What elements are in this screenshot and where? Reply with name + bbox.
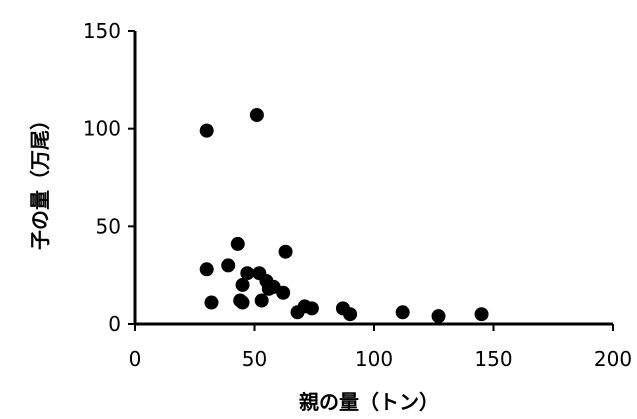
x-tick-label: 100 (355, 347, 393, 371)
data-point (304, 301, 319, 316)
y-tick-label: 0 (108, 312, 121, 336)
x-tick-label: 0 (129, 347, 142, 371)
x-tick-label: 200 (594, 347, 632, 371)
data-point (221, 258, 236, 273)
y-axis-title: 子の量（万尾） (28, 110, 52, 250)
y-tick-label: 50 (96, 214, 121, 238)
data-point (235, 277, 250, 292)
x-tick-label: 150 (474, 347, 512, 371)
x-tick-label: 50 (242, 347, 267, 371)
data-point (254, 293, 269, 308)
data-point (199, 262, 214, 277)
data-point (204, 295, 219, 310)
data-point (431, 309, 446, 324)
axis-ticks: 0 50 100 150 0 50 100 150 200 (83, 19, 632, 371)
data-point (276, 285, 291, 300)
data-point (474, 307, 489, 322)
data-point (235, 295, 250, 310)
x-axis-title: 親の量（トン） (299, 390, 439, 414)
data-point (395, 305, 410, 320)
data-point (240, 266, 255, 281)
data-point (249, 107, 264, 122)
y-tick-label: 150 (83, 19, 121, 43)
data-point (278, 244, 293, 259)
data-points (199, 107, 489, 324)
data-point (199, 123, 214, 138)
data-point (343, 307, 358, 322)
data-point (230, 236, 245, 251)
y-tick-label: 100 (83, 117, 121, 141)
